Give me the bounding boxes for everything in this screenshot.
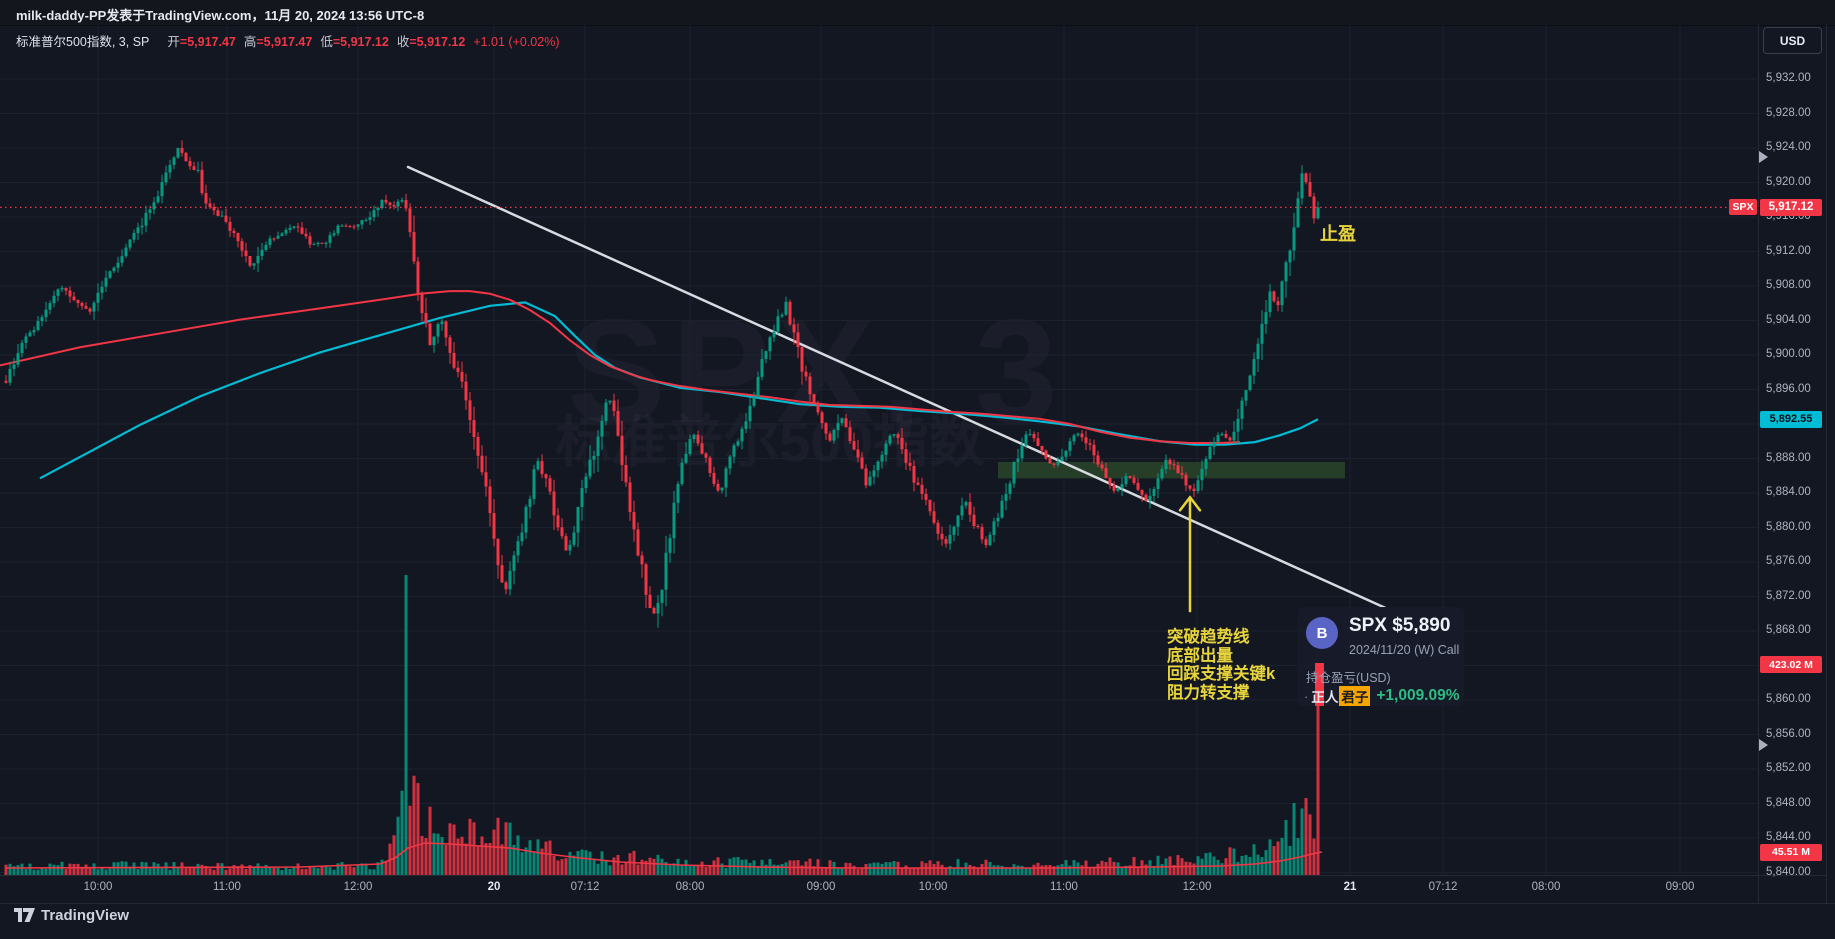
trade-note-line: 底部出量 [1167,646,1233,665]
right-border [1826,25,1827,903]
ohlc-label: 高 [243,35,257,49]
price-tick-label: 5,932.00 [1766,72,1811,84]
pnl-label: 持仓盈亏(USD) [1306,671,1391,685]
username-tag: 君子 [1339,686,1371,706]
share-header: milk-daddy-PP发表于TradingView.com，11月 20, … [0,0,1835,26]
time-axis-separator [0,875,1826,876]
support-zone[interactable] [998,461,1345,479]
ohlc-value: =5,917.47 [179,35,236,49]
breakout-arrow[interactable] [1178,495,1202,613]
symbol-legend[interactable]: 标准普尔500指数, 3, SP 开=5,917.47 高=5,917.47 低=5,… [16,31,559,50]
price-tick-label: 5,884.00 [1766,486,1811,498]
symbol-title[interactable]: 标准普尔500指数, 3, SP [16,35,150,49]
change-value: +1.01 (+0.02%) [473,35,560,49]
price-tick-label: 5,928.00 [1766,106,1811,119]
time-tick-label: 12:00 [1182,881,1212,893]
price-tick-label: 5,840.00 [1766,865,1811,878]
time-tick-label: 08:00 [675,881,705,893]
ohlc-values: 开=5,917.47 高=5,917.47 低=5,917.12 收=5,917.12 [159,35,465,49]
price-tick-label: 5,868.00 [1766,624,1811,636]
tradingview-brand-text: TradingView [41,907,130,924]
tradingview-branding[interactable]: TradingView [14,907,129,924]
price-tick-label: 5,872.00 [1766,589,1811,602]
axis-marker-icon [1759,739,1768,751]
position-title: SPX $5,890 [1349,615,1451,636]
username: 正人 [1311,690,1339,705]
price-tick-label: 5,876.00 [1766,555,1811,567]
bottom-border [0,903,1835,904]
price-tick-label: 5,908.00 [1766,279,1811,291]
trade-note-line: 突破趋势线 [1167,628,1250,646]
volume-spike-overlay [1315,663,1324,706]
time-tick-label: 07:12 [1428,881,1458,893]
volume-ma-tag: 45.51 M [1760,843,1822,861]
time-tick-label: 20 [487,881,501,893]
price-tick-label: 5,880.00 [1766,520,1811,533]
price-tick-label: 5,924.00 [1766,141,1811,153]
ma-line-red[interactable] [0,290,1241,444]
time-tick-label: 07:12 [570,881,600,893]
volume-ma-line [5,842,1323,869]
price-tick-label: 5,856.00 [1766,727,1811,740]
price-tick-label: 5,900.00 [1766,348,1811,360]
bullet-icon: · [1304,688,1309,704]
price-line-symbol-tag: SPX [1729,199,1757,216]
time-tick-label: 09:00 [806,881,836,893]
time-tick-label: 08:00 [1531,881,1561,893]
ohlc-label: 收 [396,35,410,49]
trade-note-line: 阻力转支撑 [1167,683,1250,702]
time-tick-label: 21 [1343,881,1357,893]
position-contract: 2024/11/20 (W) Call [1349,643,1460,657]
ohlc-label: 开 [167,35,180,49]
tradingview-logo-icon [14,907,35,922]
price-tick-label: 5,896.00 [1766,382,1811,395]
volume-value-tag: 423.02 M [1760,656,1822,674]
price-tick-label: 5,904.00 [1766,313,1811,326]
volume-bars [4,575,1320,875]
ohlc-value: =5,917.47 [256,35,313,49]
time-tick-label: 12:00 [343,881,373,893]
price-axis-separator [1758,25,1759,903]
ohlc-value: =5,917.12 [409,35,466,49]
price-tick-label: 5,920.00 [1766,175,1811,188]
trade-note-line: 回踩支撑关键k [1167,665,1276,683]
price-tick-label: 5,888.00 [1766,451,1811,464]
price-tick-label: 5,844.00 [1766,831,1811,843]
ohlc-label: 低 [320,35,333,49]
time-tick-label: 11:00 [1050,881,1078,893]
candle-bodies [4,148,1320,614]
last-price-tag: 5,917.12 [1760,198,1822,216]
descending-trendline[interactable] [406,165,1387,609]
ma-price-tag: 5,892.55 [1760,410,1822,428]
watermark-symbol-name: 标准普尔500指数 [555,410,985,474]
ohlc-value: =5,917.12 [332,35,389,49]
currency-toggle-button[interactable]: USD [1763,27,1822,54]
price-tick-label: 5,860.00 [1766,693,1811,705]
position-card[interactable]: B SPX $5,890 2024/11/20 (W) Call 持仓盈亏(US… [1297,607,1464,706]
pnl-row: · 正人 君子 +1,009.09% [1304,686,1460,706]
time-tick-label: 10:00 [83,881,113,893]
buy-avatar-icon: B [1306,617,1338,649]
watermark-symbol: SPX, 3 [566,289,1064,454]
share-attribution-text: milk-daddy-PP发表于TradingView.com，11月 20, … [16,8,425,23]
price-tick-label: 5,852.00 [1766,762,1811,774]
trade-notes-annotation[interactable]: 突破趋势线 底部出量 回踩支撑关键k 阻力转支撑 [1167,628,1275,702]
take-profit-annotation[interactable]: 止盈 [1320,224,1356,244]
axis-marker-icon [1759,151,1768,163]
time-tick-label: 11:00 [213,881,241,893]
ma-line-cyan[interactable] [39,301,1319,480]
pnl-value: +1,009.09% [1376,687,1460,704]
grid [0,25,1758,875]
time-tick-label: 09:00 [1665,881,1695,893]
price-tick-label: 5,848.00 [1766,796,1811,809]
time-tick-label: 10:00 [918,881,948,893]
price-tick-label: 5,912.00 [1766,244,1811,257]
